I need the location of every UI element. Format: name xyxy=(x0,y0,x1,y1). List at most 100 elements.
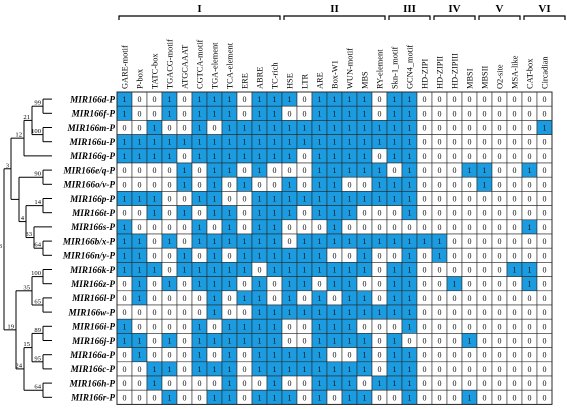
cell-value: 1 xyxy=(168,152,172,161)
cell-value: 0 xyxy=(423,166,427,175)
cell-value: 1 xyxy=(228,365,232,374)
cell-value: 1 xyxy=(348,237,352,246)
cell-value: 1 xyxy=(168,337,172,346)
cell-value: 1 xyxy=(213,337,217,346)
cell-value: 0 xyxy=(153,166,157,175)
cell-value: 1 xyxy=(288,393,292,402)
cell-value: 0 xyxy=(498,223,502,232)
cell-value: 1 xyxy=(393,138,397,147)
cell-value: 1 xyxy=(318,365,322,374)
cell-value: 1 xyxy=(363,237,367,246)
cell-value: 0 xyxy=(543,294,547,303)
cell-value: 1 xyxy=(213,138,217,147)
cell-value: 1 xyxy=(348,152,352,161)
cell-value: 0 xyxy=(453,138,457,147)
cell-value: 1 xyxy=(333,109,337,118)
cell-value: 1 xyxy=(273,223,277,232)
cell-value: 0 xyxy=(543,209,547,218)
cell-value: 0 xyxy=(213,322,217,331)
cell-value: 0 xyxy=(543,266,547,275)
column-header: HSE xyxy=(286,73,295,89)
cell-value: 1 xyxy=(258,365,262,374)
cell-value: 1 xyxy=(168,109,172,118)
cell-value: 1 xyxy=(288,294,292,303)
cell-value: 1 xyxy=(393,124,397,133)
cell-value: 0 xyxy=(423,365,427,374)
cell-value: 1 xyxy=(198,195,202,204)
group-bracket xyxy=(118,15,281,20)
column-header: GCN4_motif xyxy=(406,45,415,89)
cell-value: 0 xyxy=(498,124,502,133)
cell-value: 0 xyxy=(123,294,127,303)
cell-value: 1 xyxy=(228,138,232,147)
cell-value: 1 xyxy=(258,337,262,346)
cell-value: 0 xyxy=(243,280,247,289)
cell-value: 1 xyxy=(408,379,412,388)
cell-value: 1 xyxy=(243,237,247,246)
cell-value: 1 xyxy=(258,223,262,232)
cell-value: 1 xyxy=(528,266,532,275)
cell-value: 0 xyxy=(198,393,202,402)
cell-value: 1 xyxy=(318,322,322,331)
cell-value: 0 xyxy=(423,223,427,232)
cell-value: 0 xyxy=(498,152,502,161)
cell-value: 1 xyxy=(198,109,202,118)
cell-value: 1 xyxy=(393,152,397,161)
cell-value: 0 xyxy=(468,195,472,204)
cell-value: 1 xyxy=(228,209,232,218)
cell-value: 0 xyxy=(528,95,532,104)
cell-value: 0 xyxy=(168,209,172,218)
cell-value: 1 xyxy=(363,152,367,161)
cell-value: 0 xyxy=(363,180,367,189)
cell-value: 0 xyxy=(453,365,457,374)
cell-value: 0 xyxy=(513,280,517,289)
cell-value: 1 xyxy=(228,379,232,388)
column-header: MBSI xyxy=(466,68,475,89)
cell-value: 0 xyxy=(423,152,427,161)
group-bracket xyxy=(523,15,566,20)
cell-value: 0 xyxy=(423,195,427,204)
cell-value: 0 xyxy=(318,280,322,289)
cell-value: 0 xyxy=(138,180,142,189)
gene-label: MIR166d-P xyxy=(69,94,115,104)
cell-value: 0 xyxy=(168,379,172,388)
cell-value: 0 xyxy=(513,109,517,118)
cell-value: 1 xyxy=(318,393,322,402)
cell-value: 0 xyxy=(183,95,187,104)
cell-value: 1 xyxy=(303,124,307,133)
cell-value: 1 xyxy=(393,365,397,374)
cell-value: 1 xyxy=(408,166,412,175)
cell-value: 1 xyxy=(408,237,412,246)
cell-value: 1 xyxy=(468,337,472,346)
gene-label: MIR166e/q-P xyxy=(62,165,115,175)
cell-value: 0 xyxy=(153,251,157,260)
cell-value: 0 xyxy=(153,322,157,331)
cell-value: 1 xyxy=(303,195,307,204)
cell-value: 1 xyxy=(258,294,262,303)
cell-value: 0 xyxy=(453,379,457,388)
cell-value: 0 xyxy=(168,166,172,175)
cell-value: 0 xyxy=(183,124,187,133)
cell-value: 1 xyxy=(288,365,292,374)
cell-value: 0 xyxy=(513,180,517,189)
cell-value: 0 xyxy=(243,365,247,374)
cell-value: 0 xyxy=(528,379,532,388)
cell-value: 1 xyxy=(258,280,262,289)
cell-value: 0 xyxy=(543,180,547,189)
cell-value: 1 xyxy=(273,393,277,402)
cell-value: 0 xyxy=(423,251,427,260)
cell-value: 1 xyxy=(258,152,262,161)
gene-label: MIR166b/x-P xyxy=(62,236,115,246)
cell-value: 0 xyxy=(243,166,247,175)
bootstrap-label: 3 xyxy=(6,162,10,169)
cell-value: 0 xyxy=(423,337,427,346)
cell-value: 0 xyxy=(198,166,202,175)
cell-value: 0 xyxy=(498,294,502,303)
cell-value: 1 xyxy=(228,166,232,175)
cell-value: 1 xyxy=(123,138,127,147)
cell-value: 1 xyxy=(483,180,487,189)
cell-value: 0 xyxy=(483,393,487,402)
cell-value: 1 xyxy=(198,124,202,133)
column-header: TGACG-motif xyxy=(166,39,175,89)
cell-value: 0 xyxy=(528,322,532,331)
